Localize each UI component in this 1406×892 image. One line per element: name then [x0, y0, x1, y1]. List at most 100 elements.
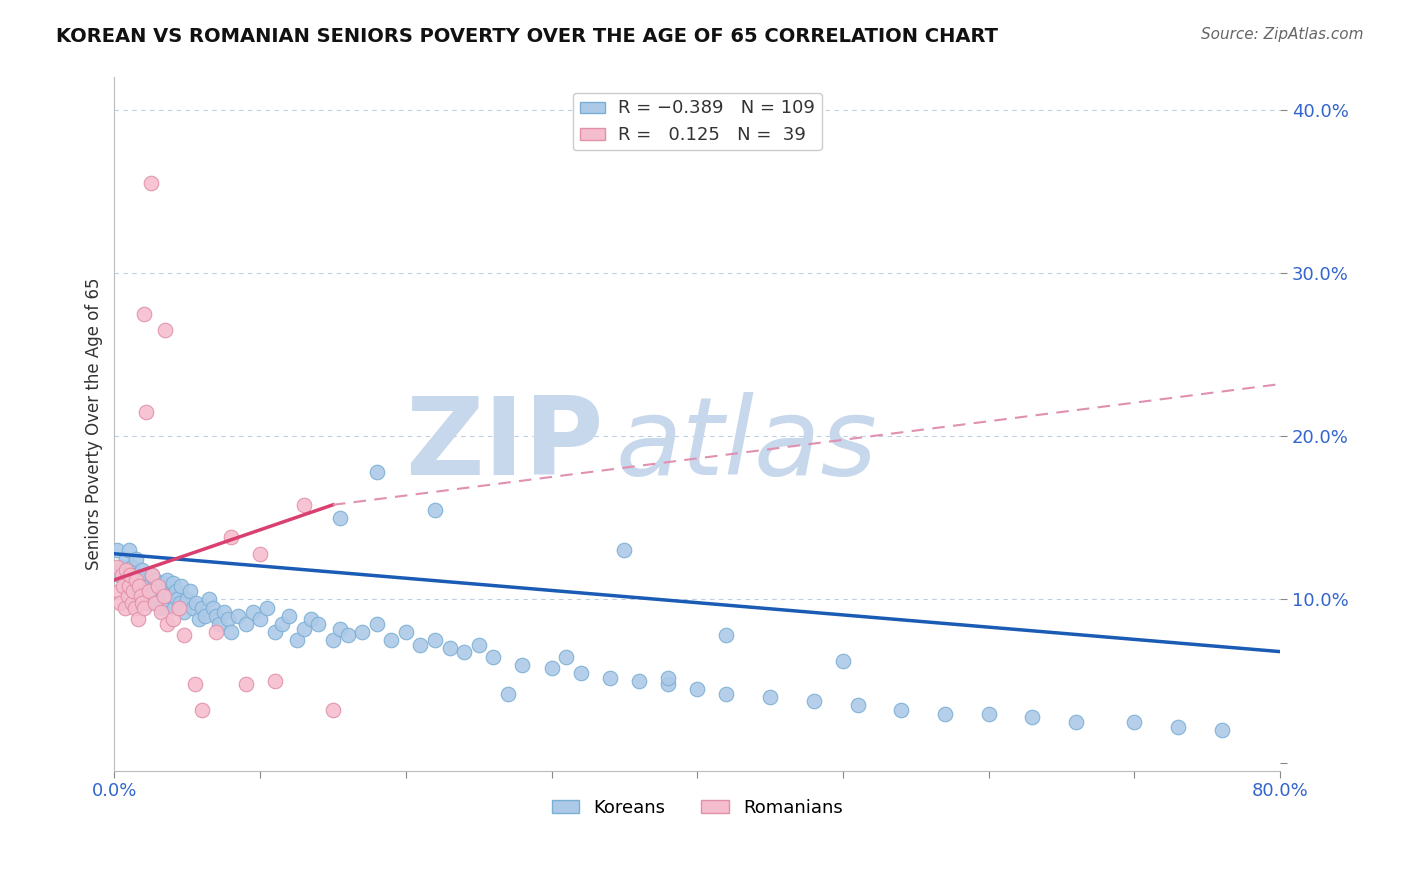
- Point: [138, 596, 160, 610]
- Point: [352, 625, 374, 640]
- Point: [115, 551, 138, 566]
- Point: [181, 600, 204, 615]
- Point: [143, 573, 166, 587]
- Point: [657, 677, 679, 691]
- Point: [118, 568, 141, 582]
- Point: [142, 584, 165, 599]
- Point: [118, 543, 141, 558]
- Point: [146, 579, 169, 593]
- Point: [716, 628, 738, 642]
- Point: [129, 581, 152, 595]
- Point: [249, 612, 271, 626]
- Point: [191, 600, 214, 615]
- Point: [135, 405, 157, 419]
- Point: [152, 576, 174, 591]
- Point: [205, 625, 228, 640]
- Point: [409, 638, 432, 652]
- Point: [107, 568, 129, 582]
- Point: [292, 622, 315, 636]
- Point: [285, 633, 308, 648]
- Point: [271, 616, 294, 631]
- Point: [105, 559, 128, 574]
- Point: [128, 571, 150, 585]
- Point: [141, 568, 163, 582]
- Point: [467, 638, 489, 652]
- Point: [934, 706, 956, 721]
- Point: [249, 547, 271, 561]
- Point: [846, 698, 869, 713]
- Point: [114, 576, 136, 591]
- Point: [202, 600, 225, 615]
- Point: [122, 584, 145, 599]
- Point: [131, 596, 153, 610]
- Point: [110, 596, 132, 610]
- Point: [124, 600, 146, 615]
- Point: [176, 592, 198, 607]
- Point: [803, 693, 825, 707]
- Point: [263, 625, 285, 640]
- Point: [599, 671, 621, 685]
- Point: [1021, 710, 1043, 724]
- Point: [496, 687, 519, 701]
- Point: [187, 612, 209, 626]
- Point: [198, 592, 221, 607]
- Point: [156, 573, 179, 587]
- Point: [219, 625, 242, 640]
- Point: [120, 573, 142, 587]
- Point: [453, 645, 475, 659]
- Point: [555, 649, 578, 664]
- Point: [977, 706, 1000, 721]
- Text: atlas: atlas: [616, 392, 877, 498]
- Point: [423, 633, 446, 648]
- Point: [235, 616, 257, 631]
- Point: [125, 573, 148, 587]
- Point: [114, 600, 136, 615]
- Point: [134, 584, 156, 599]
- Point: [423, 502, 446, 516]
- Point: [278, 608, 301, 623]
- Point: [166, 592, 188, 607]
- Point: [657, 671, 679, 685]
- Point: [115, 563, 138, 577]
- Point: [179, 584, 201, 599]
- Point: [329, 622, 352, 636]
- Point: [150, 606, 173, 620]
- Point: [150, 600, 173, 615]
- Point: [162, 612, 184, 626]
- Point: [366, 616, 388, 631]
- Point: [173, 628, 195, 642]
- Point: [439, 641, 461, 656]
- Point: [122, 576, 145, 591]
- Point: [165, 584, 187, 599]
- Point: [1123, 714, 1146, 729]
- Point: [156, 616, 179, 631]
- Point: [292, 498, 315, 512]
- Point: [217, 612, 239, 626]
- Point: [111, 568, 134, 582]
- Point: [322, 703, 344, 717]
- Point: [107, 584, 129, 599]
- Point: [627, 673, 650, 688]
- Point: [482, 649, 505, 664]
- Point: [191, 703, 214, 717]
- Point: [139, 576, 162, 591]
- Point: [132, 307, 155, 321]
- Point: [155, 584, 177, 599]
- Point: [131, 563, 153, 577]
- Point: [613, 543, 636, 558]
- Point: [136, 579, 159, 593]
- Point: [163, 600, 186, 615]
- Point: [1064, 714, 1087, 729]
- Point: [1211, 723, 1233, 737]
- Point: [256, 600, 278, 615]
- Point: [118, 579, 141, 593]
- Point: [153, 589, 176, 603]
- Point: [183, 677, 205, 691]
- Point: [120, 568, 142, 582]
- Point: [146, 579, 169, 593]
- Point: [307, 616, 329, 631]
- Point: [159, 589, 181, 603]
- Point: [212, 606, 235, 620]
- Point: [329, 511, 352, 525]
- Point: [194, 608, 217, 623]
